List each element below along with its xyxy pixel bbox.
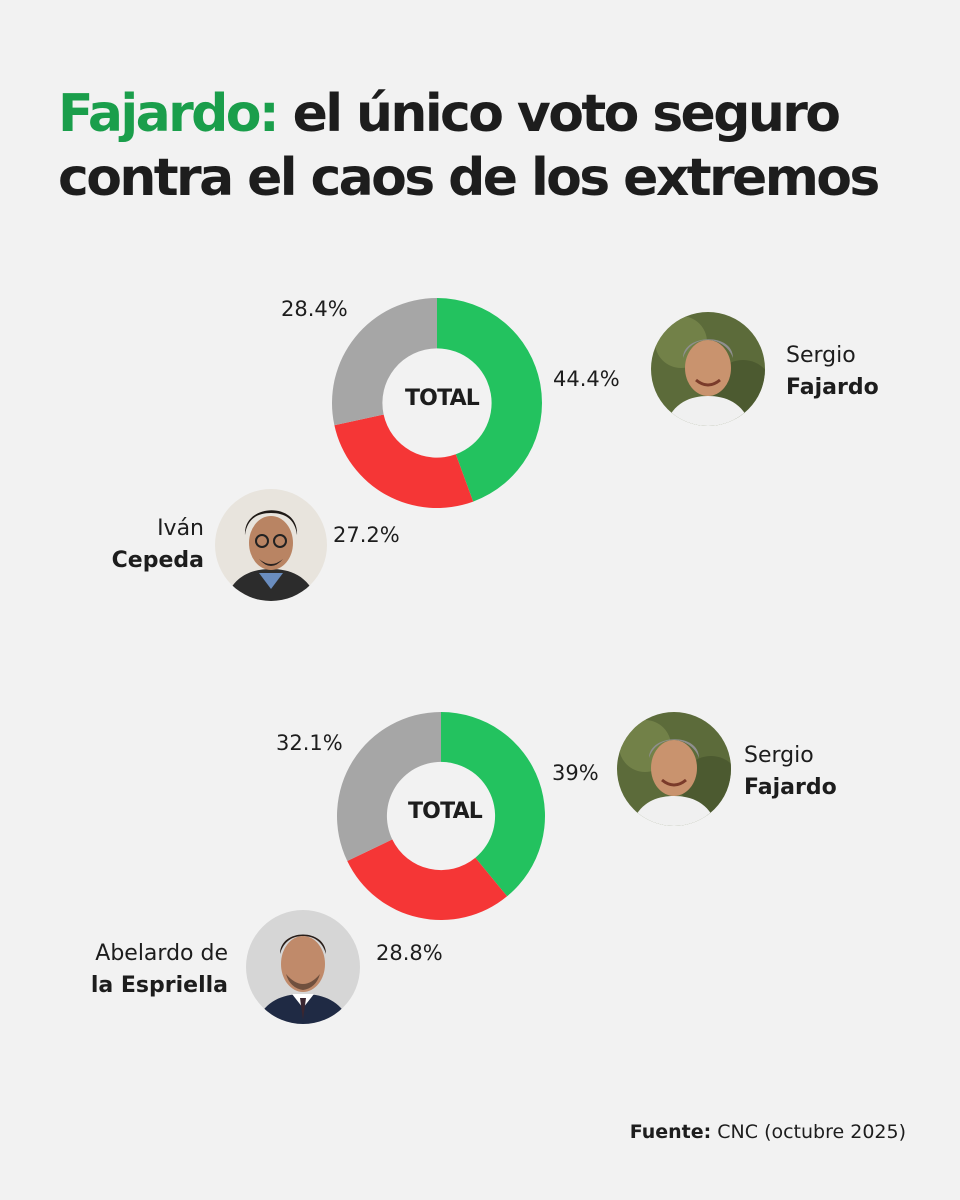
donut-slice-cepeda [334, 414, 474, 508]
name-last: Cepeda [111, 548, 204, 573]
pct-label-fajardo: 39% [552, 761, 599, 785]
donut-slice-other [332, 298, 437, 426]
donut-chart-fajardo-vs-cepeda [332, 298, 543, 508]
name-first: Sergio [786, 343, 856, 368]
avatar-cepeda [215, 489, 327, 601]
name-last: Fajardo [744, 775, 837, 800]
pct-label-other: 28.4% [281, 297, 348, 321]
name-fajardo: Sergio Fajardo [744, 740, 837, 804]
donut-center-label: TOTAL [407, 799, 483, 824]
donut-slice-espriella [347, 839, 508, 920]
donut-slice-fajardo [441, 712, 545, 897]
name-cepeda: Iván Cepeda [84, 513, 204, 577]
name-espriella: Abelardo de la Espriella [40, 938, 228, 1002]
donut-slice-other [336, 712, 441, 862]
donut-slice-fajardo [437, 298, 543, 502]
pct-label-espriella: 28.8% [376, 941, 443, 965]
source-note: Fuente: CNC (octubre 2025) [630, 1121, 906, 1143]
pct-label-cepeda: 27.2% [333, 523, 400, 547]
donut-chart-fajardo-vs-espriella [336, 712, 545, 920]
pct-label-fajardo: 44.4% [553, 367, 620, 391]
headline-highlight: Fajardo: [58, 84, 280, 144]
headline-rest: el único voto seguro contra el caos de l… [58, 84, 880, 208]
source-text: CNC (octubre 2025) [711, 1121, 906, 1143]
name-last: Fajardo [786, 375, 879, 400]
name-first: Abelardo de [95, 941, 228, 966]
name-fajardo: Sergio Fajardo [786, 340, 879, 404]
avatar-espriella [246, 910, 360, 1024]
name-first: Iván [157, 516, 204, 541]
avatar-fajardo [651, 312, 765, 426]
pct-label-other: 32.1% [276, 731, 343, 755]
name-last: la Espriella [90, 973, 228, 998]
donut-center-label: TOTAL [404, 386, 480, 411]
avatar-fajardo [617, 712, 731, 826]
name-first: Sergio [744, 743, 814, 768]
source-label: Fuente: [629, 1121, 712, 1143]
headline: Fajardo: el único voto seguro contra el … [58, 82, 928, 210]
